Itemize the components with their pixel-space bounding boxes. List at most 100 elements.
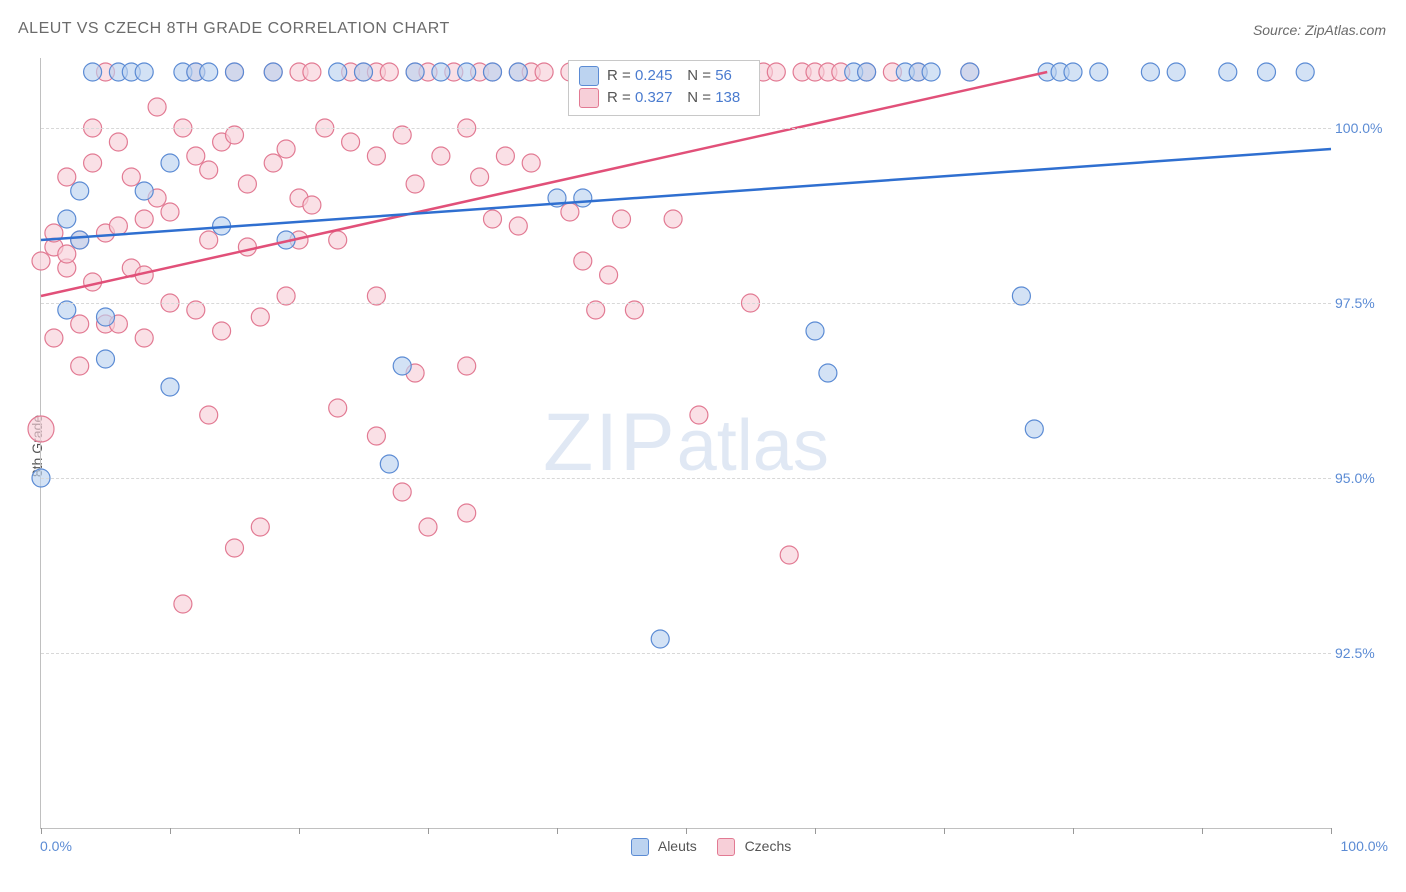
y-tick-label: 100.0%	[1335, 120, 1395, 136]
gridline	[41, 653, 1331, 654]
scatter-point	[561, 203, 579, 221]
scatter-point	[458, 504, 476, 522]
scatter-point	[135, 63, 153, 81]
scatter-point	[651, 630, 669, 648]
scatter-point	[97, 308, 115, 326]
source-label: Source: ZipAtlas.com	[1253, 22, 1386, 38]
gridline	[41, 128, 1331, 129]
scatter-point	[200, 63, 218, 81]
scatter-point	[1258, 63, 1276, 81]
x-tick-mark	[428, 828, 429, 834]
legend-swatch	[579, 66, 599, 86]
scatter-point	[380, 63, 398, 81]
legend-swatch	[579, 88, 599, 108]
scatter-point	[187, 147, 205, 165]
scatter-point	[600, 266, 618, 284]
scatter-point	[806, 322, 824, 340]
scatter-point	[819, 364, 837, 382]
scatter-point	[922, 63, 940, 81]
scatter-point	[135, 210, 153, 228]
scatter-point	[406, 175, 424, 193]
y-tick-label: 97.5%	[1335, 295, 1395, 311]
scatter-point	[84, 63, 102, 81]
gridline	[41, 478, 1331, 479]
scatter-point	[200, 161, 218, 179]
scatter-point	[161, 378, 179, 396]
scatter-point	[303, 63, 321, 81]
legend-label-aleuts: Aleuts	[658, 838, 697, 854]
scatter-point	[432, 147, 450, 165]
scatter-point	[367, 147, 385, 165]
scatter-point	[1167, 63, 1185, 81]
scatter-point	[148, 98, 166, 116]
scatter-point	[109, 217, 127, 235]
legend-row: R = 0.245 N = 56	[579, 65, 749, 87]
scatter-point	[522, 154, 540, 172]
legend-r-label: R =	[607, 67, 635, 84]
scatter-point	[509, 217, 527, 235]
scatter-point	[303, 196, 321, 214]
scatter-point	[277, 140, 295, 158]
scatter-point	[1090, 63, 1108, 81]
scatter-point	[664, 210, 682, 228]
x-tick-mark	[557, 828, 558, 834]
scatter-point	[1025, 420, 1043, 438]
scatter-point	[122, 168, 140, 186]
x-tick-mark	[1331, 828, 1332, 834]
scatter-point	[355, 63, 373, 81]
gridline	[41, 303, 1331, 304]
x-tick-mark	[815, 828, 816, 834]
scatter-point	[226, 539, 244, 557]
legend-n-label: N =	[687, 89, 715, 106]
scatter-point	[226, 63, 244, 81]
scatter-point	[961, 63, 979, 81]
legend-swatch-aleuts	[631, 838, 649, 856]
scatter-point	[574, 189, 592, 207]
trend-line	[41, 72, 1047, 296]
scatter-point	[97, 350, 115, 368]
scatter-point	[471, 168, 489, 186]
scatter-point	[329, 231, 347, 249]
legend-r-value: 0.327	[635, 87, 679, 109]
x-tick-mark	[41, 828, 42, 834]
scatter-point	[28, 416, 54, 442]
scatter-point	[174, 595, 192, 613]
scatter-point	[251, 308, 269, 326]
y-tick-label: 92.5%	[1335, 645, 1395, 661]
chart-title: ALEUT VS CZECH 8TH GRADE CORRELATION CHA…	[18, 20, 450, 38]
scatter-point	[342, 133, 360, 151]
x-tick-mark	[944, 828, 945, 834]
scatter-point	[767, 63, 785, 81]
scatter-point	[858, 63, 876, 81]
scatter-point	[109, 133, 127, 151]
scatter-point	[484, 63, 502, 81]
scatter-point	[432, 63, 450, 81]
scatter-point	[509, 63, 527, 81]
x-tick-mark	[170, 828, 171, 834]
plot-area: ZIPatlas 92.5%95.0%97.5%100.0%	[40, 58, 1331, 829]
scatter-point	[458, 357, 476, 375]
scatter-point	[32, 252, 50, 270]
scatter-point	[380, 455, 398, 473]
legend-row: R = 0.327 N = 138	[579, 87, 749, 109]
scatter-point	[84, 154, 102, 172]
trend-line	[41, 149, 1331, 240]
scatter-point	[71, 231, 89, 249]
scatter-point	[393, 357, 411, 375]
scatter-point	[238, 238, 256, 256]
scatter-point	[135, 329, 153, 347]
scatter-point	[690, 406, 708, 424]
legend-swatch-czechs	[717, 838, 735, 856]
y-tick-label: 95.0%	[1335, 470, 1395, 486]
scatter-point	[458, 63, 476, 81]
scatter-point	[367, 427, 385, 445]
scatter-point	[419, 518, 437, 536]
legend-n-label: N =	[687, 67, 715, 84]
scatter-point	[161, 203, 179, 221]
plot-svg	[41, 58, 1331, 828]
scatter-point	[58, 210, 76, 228]
scatter-point	[329, 63, 347, 81]
scatter-point	[1064, 63, 1082, 81]
x-tick-mark	[686, 828, 687, 834]
scatter-point	[574, 252, 592, 270]
